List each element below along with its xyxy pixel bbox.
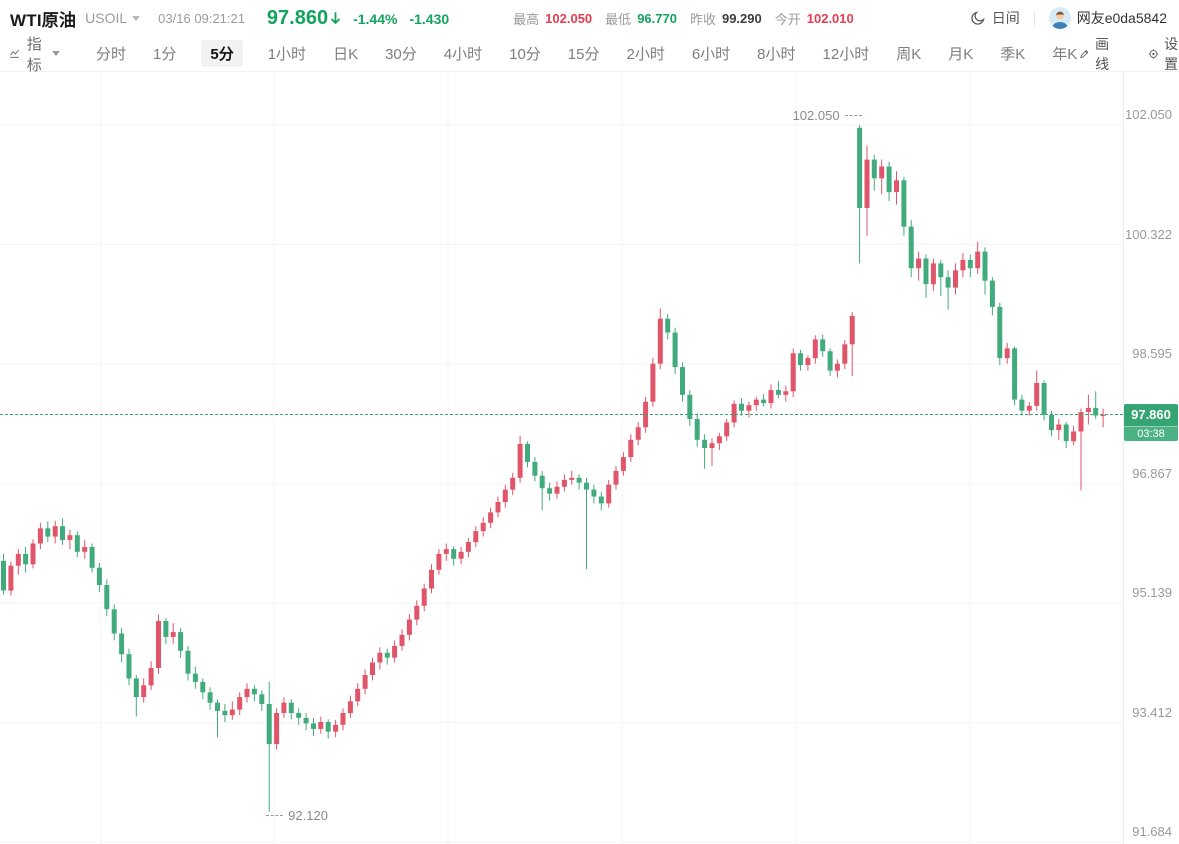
- indicator-line-icon: [10, 49, 19, 58]
- avatar: [1048, 7, 1071, 29]
- tab-1小时[interactable]: 1小时: [267, 46, 307, 63]
- quote-stat: 最高 102.050: [513, 9, 592, 28]
- quote-stat-label: 今开: [774, 11, 801, 27]
- y-axis-label: 96.867: [1132, 465, 1172, 481]
- quote-header: WTI原油 USOIL 03/16 09:21:21 97.860 -1.44%…: [0, 0, 1179, 36]
- annotation-dash: [844, 115, 862, 117]
- tab-1分[interactable]: 1分: [153, 46, 177, 63]
- gridlines: [0, 72, 1123, 844]
- header-actions: 日间 网友e0da5842: [970, 7, 1169, 29]
- quote-stats: 最高 102.050 最低 96.770 昨收 99.290 今开 102.010: [513, 9, 867, 28]
- annotation-dash: [266, 815, 284, 817]
- y-axis-label: 100.322: [1125, 226, 1172, 242]
- y-axis-label: 93.412: [1132, 704, 1172, 720]
- candle-countdown: 03:38: [1124, 425, 1178, 441]
- axis-separator: [1123, 72, 1124, 844]
- tab-年K[interactable]: 年K: [1052, 46, 1078, 63]
- tab-4小时[interactable]: 4小时: [443, 46, 483, 63]
- change-percent: -1.44%: [353, 10, 398, 27]
- draw-line-button[interactable]: 画线: [1079, 34, 1114, 74]
- session-high-annotation: 102.050: [793, 108, 862, 124]
- y-axis-label: 91.684: [1132, 824, 1172, 840]
- tab-6小时[interactable]: 6小时: [691, 46, 731, 63]
- tab-日K[interactable]: 日K: [333, 46, 359, 63]
- y-axis-label: 95.139: [1132, 585, 1172, 601]
- tab-12小时[interactable]: 12小时: [822, 46, 870, 63]
- symbol-code: USOIL: [85, 10, 128, 26]
- last-price: 97.860: [266, 6, 329, 29]
- tab-周K[interactable]: 周K: [896, 46, 922, 63]
- quote-stat-label: 昨收: [689, 11, 716, 27]
- tab-10分[interactable]: 10分: [509, 46, 541, 63]
- settings-button[interactable]: 设置: [1148, 34, 1179, 74]
- quote-stat-value: 102.010: [806, 10, 854, 26]
- tab-30分[interactable]: 30分: [385, 46, 417, 63]
- indicator-label: 指标: [26, 35, 42, 74]
- quote-stat-label: 最高: [513, 11, 540, 27]
- change-value: -1.430: [409, 10, 450, 27]
- quote-stat-value: 96.770: [637, 10, 677, 26]
- settings-label: 设置: [1164, 35, 1179, 72]
- price-down-arrow-icon: [331, 11, 340, 24]
- tab-分时[interactable]: 分时: [96, 46, 127, 63]
- session-low-label: 92.120: [288, 807, 328, 823]
- user-account[interactable]: 网友e0da5842: [1048, 7, 1167, 29]
- indicator-menu[interactable]: 指标: [10, 33, 61, 75]
- tab-2小时[interactable]: 2小时: [626, 46, 665, 63]
- session-high-label: 102.050: [792, 107, 840, 123]
- theme-toggle[interactable]: 日间: [970, 8, 1020, 28]
- tab-月K[interactable]: 月K: [948, 46, 974, 63]
- quote-timestamp: 03/16 09:21:21: [158, 10, 245, 26]
- interval-tabs: 分时 1分 5分 1小时 日K 30分 4小时 10分 15分 2小时 6小时 8小时 12小时 周K 月K…: [94, 40, 1079, 67]
- tab-8小时[interactable]: 8小时: [757, 46, 796, 63]
- last-price-group: 97.860 -1.44% -1.430: [267, 7, 449, 30]
- pen-icon: [1080, 49, 1089, 58]
- candles: [1, 125, 1106, 812]
- chart-canvas: [0, 72, 1123, 844]
- chevron-down-icon: [132, 15, 141, 21]
- y-axis-label: 102.050: [1125, 106, 1172, 122]
- moon-icon: [971, 11, 985, 25]
- symbol-selector[interactable]: USOIL: [85, 10, 141, 26]
- y-axis-label: 98.595: [1132, 346, 1172, 361]
- symbol-name: WTI原油: [10, 10, 77, 30]
- current-price-tag: 97.860 03:38: [1124, 403, 1178, 441]
- current-price-line: [0, 414, 1123, 416]
- draw-line-label: 画线: [1095, 35, 1110, 72]
- separator: [1033, 10, 1035, 26]
- current-price-value: 97.860: [1124, 403, 1178, 426]
- gear-icon: [1148, 48, 1159, 59]
- quote-stat-value: 102.050: [545, 10, 593, 26]
- quote-summary: WTI原油 USOIL 03/16 09:21:21 97.860 -1.44%…: [10, 6, 970, 31]
- quote-stat-value: 99.290: [721, 10, 762, 26]
- quote-stat: 今开 102.010: [775, 9, 854, 28]
- theme-toggle-label: 日间: [991, 10, 1020, 26]
- interval-toolbar: 指标 分时 1分 5分 1小时 日K 30分 4小时 10分 15分 2小时 6小时 8小时 12小时 周…: [0, 33, 1179, 75]
- candlestick-chart[interactable]: 102.050 100.322 98.595 96.867 95.139 93.412 91…: [0, 72, 1179, 844]
- quote-stat: 最低 96.770: [605, 9, 677, 28]
- chevron-down-icon: [52, 51, 61, 56]
- tab-15分[interactable]: 15分: [567, 46, 600, 63]
- quote-stat-label: 最低: [605, 11, 632, 27]
- session-low-annotation: 92.120: [266, 808, 328, 824]
- tab-5分[interactable]: 5分: [201, 40, 243, 67]
- quote-stat: 昨收 99.290: [690, 9, 762, 28]
- username: 网友e0da5842: [1076, 10, 1167, 26]
- tab-季K[interactable]: 季K: [1000, 46, 1026, 63]
